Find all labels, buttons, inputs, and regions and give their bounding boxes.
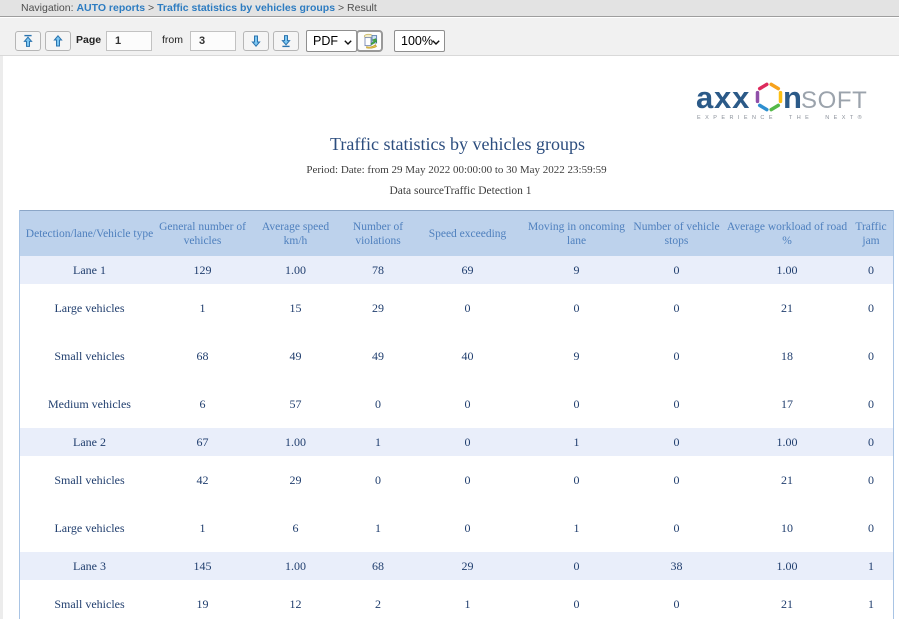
svg-text:SOFT: SOFT — [801, 87, 867, 114]
svg-text:axx: axx — [696, 80, 750, 115]
svg-text:EXPERIENCE THE NEXT®: EXPERIENCE THE NEXT® — [697, 114, 866, 121]
svg-text:n: n — [783, 80, 802, 115]
